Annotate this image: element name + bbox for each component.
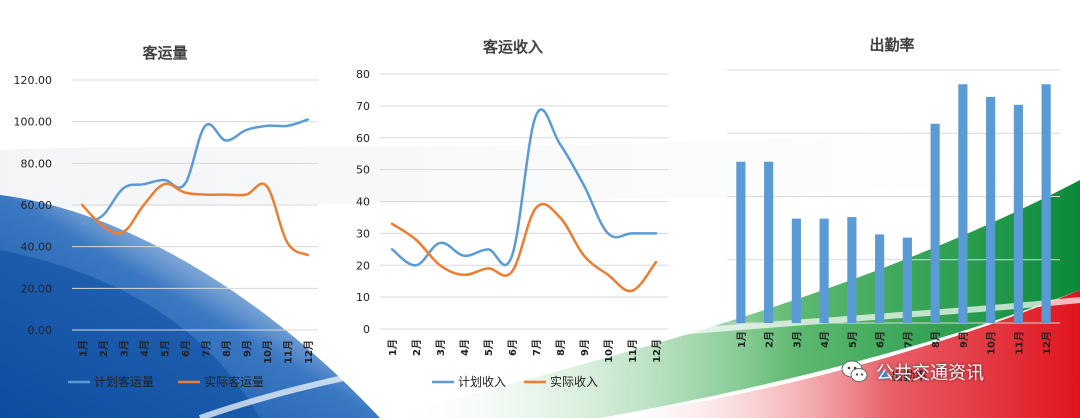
y-axis-ticks: 0 10 20 30 40 50 60 70 80 xyxy=(356,68,370,336)
legend-label: 计划收入 xyxy=(458,375,506,389)
y-tick-label: 0.00 xyxy=(28,324,53,337)
legend-swatch xyxy=(880,371,888,379)
x-tick-label: 12月 xyxy=(1041,331,1053,355)
watermark-text: 公共交通资讯 xyxy=(876,363,984,384)
x-tick-label: 11月 xyxy=(627,339,639,363)
y-tick-label: 120.00 xyxy=(14,74,53,87)
x-tick-label: 7月 xyxy=(531,339,543,356)
chart-title: 出勤率 xyxy=(869,36,914,54)
gridlines xyxy=(72,79,318,331)
x-axis-ticks: 1月 2月 3月 4月 5月 6月 7月 8月 9月 10月 11月 12月 xyxy=(736,331,1053,355)
series-group xyxy=(736,84,1051,323)
y-tick-label: 80.00 xyxy=(21,157,53,170)
legend: 计划收入 实际收入 xyxy=(432,374,598,389)
x-tick-label: 10月 xyxy=(986,331,998,355)
y-tick-label: 20.00 xyxy=(21,282,53,295)
legend-label: 实际收入 xyxy=(550,374,598,389)
y-tick-label: 60.00 xyxy=(21,199,53,212)
x-tick-label: 6月 xyxy=(180,340,192,357)
x-tick-label: 3月 xyxy=(435,339,447,356)
x-tick-label: 5月 xyxy=(483,339,495,356)
bar xyxy=(791,218,801,323)
x-tick-label: 5月 xyxy=(159,340,171,357)
chart-title: 客运量 xyxy=(141,44,187,62)
bar xyxy=(736,161,746,323)
legend-label: 实际客运量 xyxy=(204,374,264,389)
bar xyxy=(1041,84,1051,323)
y-tick-label: 0 xyxy=(363,323,370,336)
bar xyxy=(847,217,857,323)
x-tick-label: 9月 xyxy=(241,340,253,357)
x-tick-label: 7月 xyxy=(200,340,212,357)
x-tick-label: 5月 xyxy=(847,331,859,348)
y-tick-label: 80 xyxy=(356,68,370,81)
x-tick-label: 8月 xyxy=(221,340,233,357)
x-tick-label: 1月 xyxy=(387,339,399,356)
y-tick-label: 50 xyxy=(356,164,370,177)
y-tick-label: 70 xyxy=(356,100,370,113)
bar xyxy=(764,161,774,323)
x-tick-label: 2月 xyxy=(411,339,423,356)
x-tick-label: 2月 xyxy=(764,331,776,348)
bar xyxy=(986,96,996,323)
legend-label: 出勤率 xyxy=(891,368,927,383)
x-axis-ticks: 1月 2月 3月 4月 5月 6月 7月 8月 9月 10月 11月 12月 xyxy=(387,339,663,363)
x-tick-label: 1月 xyxy=(77,340,89,357)
x-tick-label: 7月 xyxy=(902,331,914,348)
x-tick-label: 10月 xyxy=(262,340,274,364)
x-tick-label: 11月 xyxy=(282,340,294,364)
chart-title: 客运收入 xyxy=(482,38,543,56)
bar xyxy=(1013,104,1023,323)
bar xyxy=(930,123,940,323)
legend-label: 计划客运量 xyxy=(94,374,154,389)
x-tick-label: 10月 xyxy=(603,339,615,363)
y-tick-label: 100.00 xyxy=(14,116,53,129)
bar xyxy=(958,84,968,323)
y-tick-label: 40.00 xyxy=(21,241,53,254)
x-tick-label: 1月 xyxy=(736,331,748,348)
y-tick-label: 60 xyxy=(356,132,370,145)
series-group xyxy=(81,118,309,257)
y-tick-label: 10 xyxy=(356,291,370,304)
x-tick-label: 9月 xyxy=(579,339,591,356)
x-tick-label: 4月 xyxy=(459,339,471,356)
gridlines xyxy=(380,73,668,330)
x-tick-label: 2月 xyxy=(98,340,110,357)
y-tick-label: 40 xyxy=(356,196,370,209)
series-group xyxy=(390,108,658,293)
y-tick-label: 30 xyxy=(356,227,370,240)
x-tick-label: 9月 xyxy=(958,331,970,348)
x-tick-label: 12月 xyxy=(303,340,315,364)
series-line-1 xyxy=(390,202,658,293)
series-line-1 xyxy=(81,182,309,257)
y-tick-label: 20 xyxy=(356,259,370,272)
legend: 出勤率 xyxy=(880,368,927,383)
x-tick-label: 3月 xyxy=(791,331,803,348)
x-axis-ticks: 1月 2月 3月 4月 5月 6月 7月 8月 9月 10月 11月 12月 xyxy=(77,340,315,364)
legend: 计划客运量 实际客运量 xyxy=(68,374,264,389)
x-tick-label: 6月 xyxy=(507,339,519,356)
x-tick-label: 8月 xyxy=(930,331,942,348)
x-tick-label: 4月 xyxy=(139,340,151,357)
bar xyxy=(819,218,829,323)
x-tick-label: 8月 xyxy=(555,339,567,356)
y-axis-ticks: 0.00 20.00 40.00 60.00 80.00 100.00 120.00 xyxy=(14,74,53,337)
series-line-0 xyxy=(81,118,309,225)
gridlines xyxy=(727,69,1060,324)
watermark: 公共交通资讯 xyxy=(840,356,984,388)
x-tick-label: 12月 xyxy=(651,339,663,363)
x-tick-label: 3月 xyxy=(118,340,130,357)
wechat-icon xyxy=(841,360,868,382)
bar xyxy=(875,234,885,323)
x-tick-label: 11月 xyxy=(1013,331,1025,355)
x-tick-label: 4月 xyxy=(819,331,831,348)
x-tick-label: 6月 xyxy=(875,331,887,348)
bar xyxy=(902,237,912,323)
series-line-0 xyxy=(390,108,658,267)
